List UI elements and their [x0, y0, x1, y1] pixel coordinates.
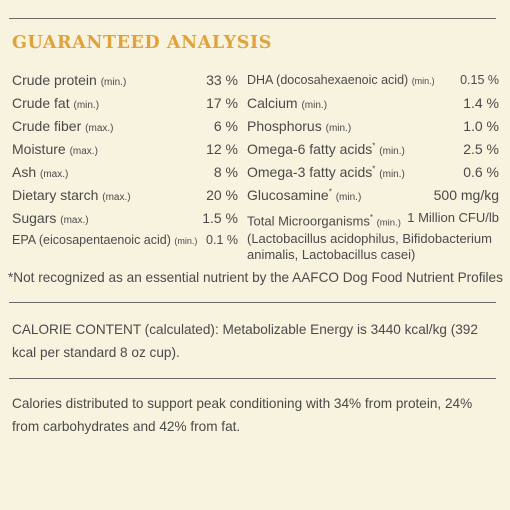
nutrient-row: Crude fat (min.) 17 %	[12, 95, 238, 118]
nutrient-value: 33 %	[206, 72, 238, 88]
nutrient-qualifier: (min.)	[174, 236, 198, 246]
nutrient-qualifier: (min.)	[379, 146, 405, 157]
nutrient-value: 0.6 %	[463, 164, 499, 180]
nutrient-qualifier: (min.)	[325, 123, 352, 134]
nutrient-name: Moisture	[12, 141, 66, 157]
nutrient-name: Crude fat	[12, 95, 70, 111]
nutrient-qualifier: (max.)	[85, 123, 114, 134]
nutrient-qualifier: (min.)	[301, 100, 328, 111]
nutrient-value: 8 %	[213, 164, 238, 180]
nutrient-row: Ash (max.) 8 %	[12, 164, 238, 187]
nutrient-name: DHA (docosahexaenoic acid)	[247, 73, 409, 88]
divider	[9, 378, 496, 379]
nutrient-qualifier: (max.)	[40, 169, 69, 180]
nutrient-name: Glucosamine	[247, 187, 329, 203]
nutrient-qualifier: (min.)	[376, 217, 401, 229]
nutrient-row: Phosphorus (min.) 1.0 %	[247, 118, 499, 141]
asterisk-mark: *	[369, 213, 373, 222]
nutrient-row: Crude fiber (max.) 6 %	[12, 118, 238, 141]
nutrient-qualifier: (min.)	[100, 77, 127, 88]
nutrient-name: Dietary starch	[12, 187, 99, 203]
nutrient-qualifier: (min.)	[411, 76, 435, 87]
nutrient-value: 17 %	[206, 95, 238, 111]
calorie-distribution: Calories distributed to support peak con…	[12, 396, 473, 434]
nutrient-value: 1.5 %	[202, 210, 238, 226]
microorganism-strains: (Lactobacillus acidophilus, Bifidobacter…	[247, 231, 492, 263]
nutrient-value: 1.4 %	[463, 95, 499, 111]
nutrient-qualifier: (min.)	[335, 192, 362, 203]
nutrient-qualifier: (min.)	[379, 169, 405, 180]
divider	[9, 302, 496, 303]
nutrient-name: Ash	[12, 164, 37, 180]
nutrient-qualifier: (max.)	[60, 215, 89, 226]
nutrient-value: 6 %	[213, 118, 238, 134]
nutrient-value: 1.0 %	[463, 118, 499, 134]
calorie-content: CALORIE CONTENT (calculated): Metaboliza…	[12, 322, 478, 360]
nutrient-column-right: DHA (docosahexaenoic acid) (min.) 0.15 % …	[247, 72, 499, 263]
asterisk-mark: *	[328, 187, 332, 197]
nutrient-row: EPA (eicosapentaenoic acid) (min.) 0.1 %	[12, 233, 238, 256]
nutrient-row: Moisture (max.) 12 %	[12, 141, 238, 164]
nutrient-row: DHA (docosahexaenoic acid) (min.) 0.15 %	[247, 72, 499, 95]
nutrient-value: 1 Million CFU/lb	[407, 210, 499, 225]
nutrient-name: Crude fiber	[12, 118, 82, 134]
nutrient-qualifier: (max.)	[69, 146, 98, 157]
nutrient-row: Calcium (min.) 1.4 %	[247, 95, 499, 118]
nutrient-name: Calcium	[247, 95, 298, 111]
nutrient-name: Total Microorganisms	[247, 213, 370, 229]
section-title: GUARANTEED ANALYSIS	[12, 33, 273, 53]
nutrient-name: Crude protein	[12, 72, 97, 88]
nutrient-qualifier: (min.)	[73, 100, 100, 111]
nutrient-name: Omega-6 fatty acids	[247, 141, 373, 157]
nutrient-column-left: Crude protein (min.) 33 % Crude fat (min.…	[12, 72, 238, 256]
nutrient-qualifier: (max.)	[102, 192, 131, 203]
nutrient-value: 500 mg/kg	[433, 187, 499, 203]
nutrient-value: 0.15 %	[460, 73, 499, 88]
nutrient-row: Omega-3 fatty acids* (min.) 0.6 %	[247, 164, 499, 187]
nutrient-value: 20 %	[206, 187, 238, 203]
nutrient-value: 0.1 %	[206, 233, 238, 247]
nutrient-row: Crude protein (min.) 33 %	[12, 72, 238, 95]
nutrient-name: Sugars	[12, 210, 57, 226]
nutrient-row: Glucosamine* (min.) 500 mg/kg	[247, 187, 499, 210]
asterisk-mark: *	[372, 141, 376, 151]
microorganisms-entry: Total Microorganisms* (min.) 1 Million CF…	[247, 210, 499, 263]
nutrient-value: 2.5 %	[463, 141, 499, 157]
nutrient-name: Phosphorus	[247, 118, 322, 134]
nutrient-row: Dietary starch (max.) 20 %	[12, 187, 238, 210]
nutrient-row: Sugars (max.) 1.5 %	[12, 210, 238, 233]
nutrient-row: Omega-6 fatty acids* (min.) 2.5 %	[247, 141, 499, 164]
footnote: *Not recognized as an essential nutrient…	[8, 270, 503, 285]
nutrient-name: EPA (eicosapentaenoic acid)	[12, 233, 171, 247]
nutrient-name: Omega-3 fatty acids	[247, 164, 373, 180]
nutrient-value: 12 %	[206, 141, 238, 157]
top-rule	[9, 18, 496, 19]
asterisk-mark: *	[372, 164, 376, 174]
